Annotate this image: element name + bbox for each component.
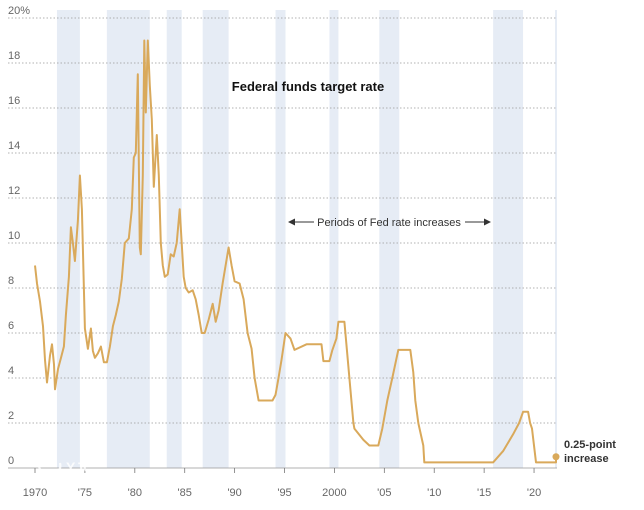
x-tick-label: '80 <box>128 487 142 499</box>
y-tick-label: 12 <box>8 185 20 197</box>
x-tick-label: '20 <box>527 487 541 499</box>
rate-increase-period-8 <box>555 10 557 468</box>
annotation-right-arrowhead-icon <box>484 218 491 226</box>
annotation-left-arrowhead-icon <box>288 218 295 226</box>
rate-increase-period-4 <box>275 10 286 468</box>
x-axis-ticks: 1970 '75 '80 '85 '90 '95 2000 '05 '10 '15 '20 <box>23 468 541 499</box>
rate-increase-period-7 <box>493 10 524 468</box>
watermark-logo-icon <box>37 449 62 476</box>
watermark-text: YJC <box>66 459 93 475</box>
y-tick-label: 16 <box>8 95 20 107</box>
x-tick-label: '15 <box>477 487 491 499</box>
y-tick-label: 2 <box>8 410 14 422</box>
x-tick-label: '05 <box>377 487 391 499</box>
rate-increase-period-2 <box>166 10 182 468</box>
rate-increase-period-3 <box>202 10 229 468</box>
y-tick-label: 6 <box>8 320 14 332</box>
x-tick-label: '95 <box>277 487 291 499</box>
end-label-line1: 0.25-point <box>564 439 616 451</box>
x-tick-label: '90 <box>227 487 241 499</box>
series-line-fed-funds-rate <box>34 39 557 464</box>
y-tick-label: 18 <box>8 50 20 62</box>
watermark: YJC <box>37 449 93 476</box>
y-axis-ticks: 0 2 4 6 8 10 12 14 16 18 20% <box>8 5 30 467</box>
y-tick-label: 10 <box>8 230 20 242</box>
rate-increase-periods <box>56 10 557 468</box>
rate-increase-period-5 <box>329 10 339 468</box>
chart-title: Federal funds target rate <box>232 79 384 94</box>
y-tick-label: 0 <box>8 455 14 467</box>
x-tick-label: 2000 <box>322 487 346 499</box>
gridlines <box>8 17 557 469</box>
annotation-text: Periods of Fed rate increases <box>317 217 461 229</box>
x-tick-label: 1970 <box>23 487 47 499</box>
y-tick-label: 4 <box>8 365 14 377</box>
x-tick-label: '75 <box>78 487 92 499</box>
rate-increase-period-6 <box>379 10 400 468</box>
y-tick-label: 20% <box>8 5 30 17</box>
end-label-line2: increase <box>564 453 609 465</box>
annotation-periods: Periods of Fed rate increases <box>288 217 491 229</box>
y-tick-label: 8 <box>8 275 14 287</box>
x-tick-label: '85 <box>178 487 192 499</box>
x-tick-label: '10 <box>427 487 441 499</box>
end-point-marker <box>552 453 560 461</box>
y-tick-label: 14 <box>8 140 20 152</box>
